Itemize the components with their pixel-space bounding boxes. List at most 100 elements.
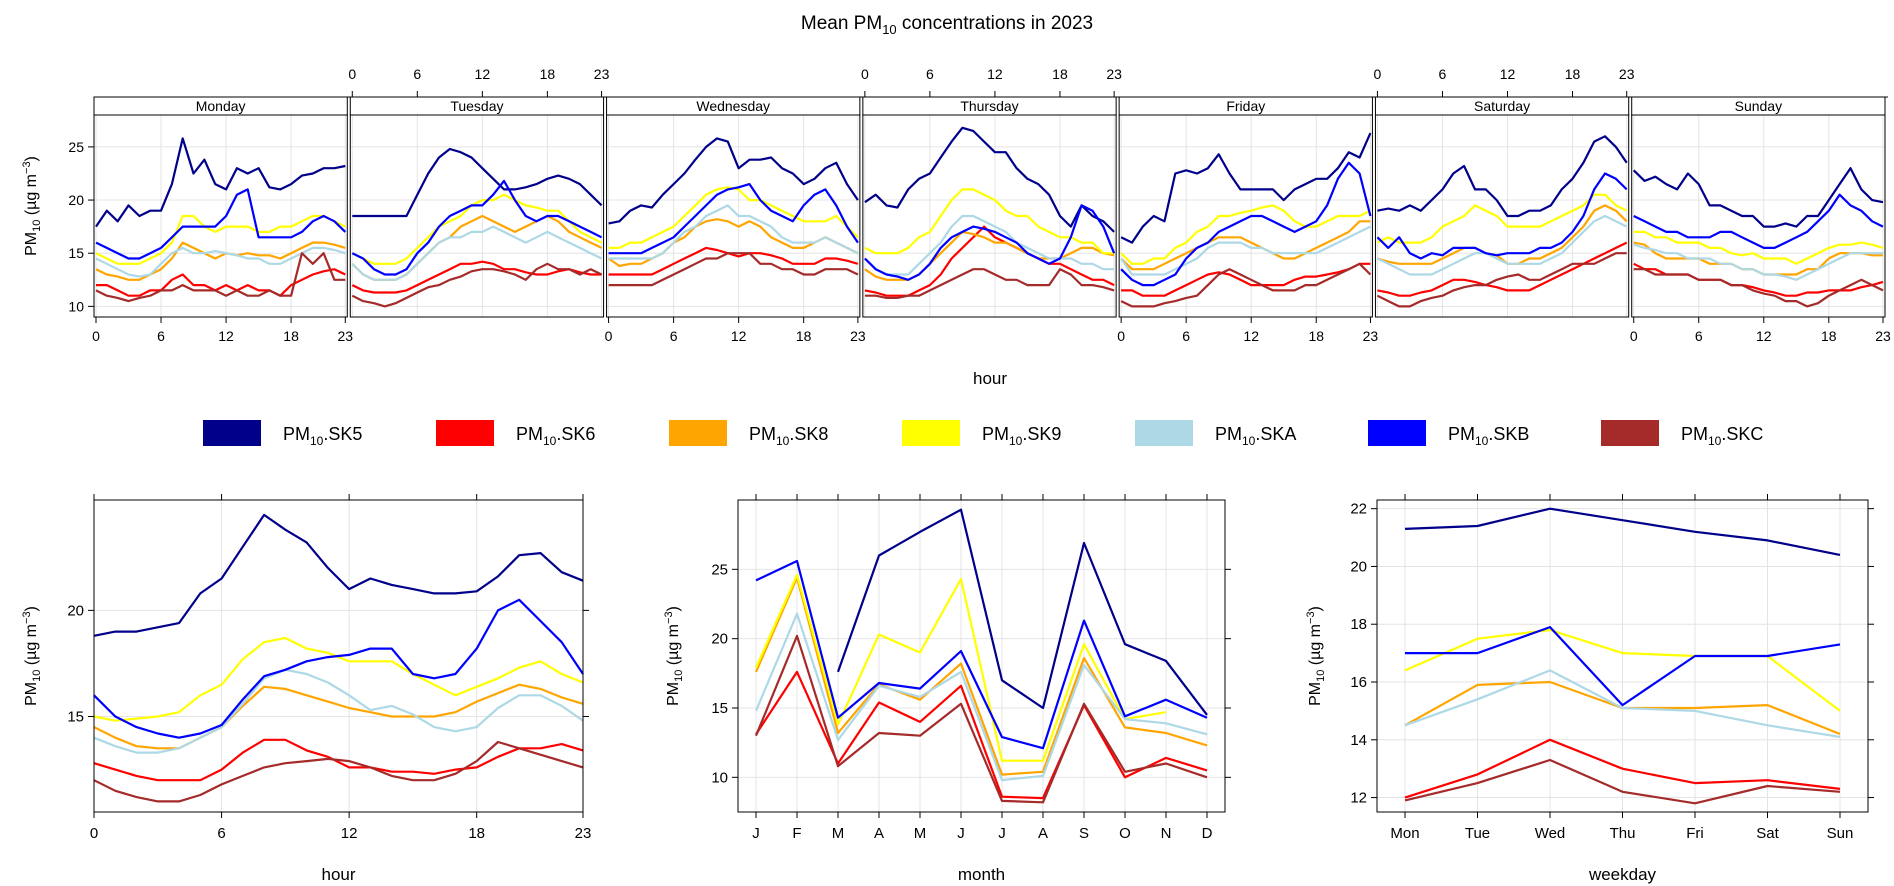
series-line-pm10-skb: [94, 600, 583, 738]
chart-title: Mean PM10 concentrations in 2023: [801, 13, 1093, 37]
panel-frame: [1119, 115, 1372, 317]
x-tick-label: 0: [90, 825, 98, 842]
series-line-pm10-sk6: [96, 269, 345, 296]
x-tick-label: 6: [670, 328, 678, 344]
series-line-pm10-sk8: [96, 243, 345, 280]
x-tick-label: 12: [1756, 328, 1772, 344]
x-tick-label: 18: [283, 328, 299, 344]
panel-label: Tuesday: [450, 98, 503, 114]
x-tick-label: 23: [1875, 328, 1891, 344]
x-tick-label: 6: [1695, 328, 1703, 344]
legend-label: PM10.SK9: [982, 424, 1061, 448]
y-tick-label: 20: [711, 631, 728, 648]
x-tick-label: Sat: [1756, 825, 1779, 842]
legend-label: PM10.SKB: [1448, 424, 1529, 448]
legend-item-sk6: PM10.SK6: [436, 420, 595, 448]
x-axis-label: hour: [973, 369, 1007, 388]
series-line-pm10-sk6: [1121, 264, 1370, 296]
panel-monday: Monday 0 6 12 18 23: [92, 97, 353, 344]
legend-label: PM10.SK6: [516, 424, 595, 448]
x-tick-label: M: [914, 825, 927, 842]
x-tick-label: 18: [468, 825, 485, 842]
legend: PM10.SK5 PM10.SK6 PM10.SK8 PM10.SK9 PM10.SKA…: [203, 420, 1763, 448]
panel-label: Saturday: [1474, 98, 1530, 114]
x-tick-label: 18: [1565, 66, 1581, 82]
legend-label: PM10.SK8: [749, 424, 828, 448]
panel-label: Friday: [1226, 98, 1265, 114]
y-tick-label: 18: [1350, 616, 1367, 633]
x-tick-label: S: [1079, 825, 1089, 842]
series-line-pm10-sk9: [94, 638, 583, 721]
legend-swatch: [1368, 420, 1426, 446]
x-tick-label: 6: [157, 328, 165, 344]
legend-item-ska: PM10.SKA: [1135, 420, 1296, 448]
legend-swatch: [902, 420, 960, 446]
legend-label: PM10.SKC: [1681, 424, 1763, 448]
x-tick-label: Fri: [1686, 825, 1704, 842]
x-tick-label: Wed: [1535, 825, 1566, 842]
panel-label: Sunday: [1735, 98, 1782, 114]
legend-label: PM10.SK5: [283, 424, 362, 448]
panel-thursday: Thursday 0 6 12 18 23: [861, 66, 1122, 317]
series-line-pm10-sk9: [1121, 205, 1370, 263]
series-line-pm10-sk5: [96, 138, 345, 226]
y-axis-label: PM10 (µg m−3): [21, 606, 43, 706]
x-tick-label: 0: [1117, 328, 1125, 344]
y-tick-label: 15: [67, 708, 84, 725]
series-line-pm10-sk8: [1634, 243, 1883, 275]
x-tick-label: 12: [218, 328, 234, 344]
series-line-pm10-sk6: [756, 672, 1207, 798]
x-tick-label: 23: [1363, 328, 1379, 344]
x-tick-label: 23: [850, 328, 866, 344]
series-line-pm10-ska: [865, 216, 1114, 275]
x-tick-label: A: [874, 825, 884, 842]
x-tick-label: 12: [341, 825, 358, 842]
x-tick-label: 18: [1821, 328, 1837, 344]
x-axis-label: hour: [321, 865, 355, 884]
series-line-pm10-skb: [865, 205, 1114, 279]
x-tick-label: 23: [1106, 66, 1122, 82]
day-hour-panels: Monday 0 6 12 18 23 Tuesday 0 6 12 18 23 Wednesday 0 6…: [21, 66, 1891, 388]
y-tick-label: 12: [1350, 790, 1367, 807]
legend-item-skb: PM10.SKB: [1368, 420, 1529, 448]
x-tick-label: 0: [1630, 328, 1638, 344]
x-tick-label: 12: [1500, 66, 1516, 82]
x-tick-label: 23: [1619, 66, 1635, 82]
series-line-pm10-skc: [1121, 264, 1370, 307]
x-tick-label: A: [1038, 825, 1048, 842]
x-tick-label: 12: [731, 328, 747, 344]
series-line-pm10-sk6: [1377, 243, 1626, 296]
series-line-pm10-ska: [1377, 216, 1626, 275]
x-tick-label: 18: [1308, 328, 1324, 344]
x-tick-label: 12: [475, 66, 491, 82]
month-chart: J F M A M J J A S O N D 10 15 20 25 PM10 (µg m−3) month: [663, 494, 1231, 884]
y-axis-label: PM10 (µg m−3): [1305, 606, 1327, 706]
x-axis-label: month: [958, 865, 1005, 884]
x-tick-label: 0: [1374, 66, 1382, 82]
y-axis-label: PM10 (µg m−3): [21, 156, 43, 256]
x-tick-label: 23: [594, 66, 610, 82]
panel-sunday: Sunday 0 6 12 18 23: [1630, 97, 1891, 344]
legend-item-sk9: PM10.SK9: [902, 420, 1061, 448]
y-tick-label: 22: [1350, 501, 1367, 518]
series-line-pm10-ska: [94, 670, 583, 753]
x-tick-label: N: [1161, 825, 1172, 842]
legend-swatch: [669, 420, 727, 446]
x-tick-label: D: [1202, 825, 1213, 842]
x-tick-label: F: [792, 825, 801, 842]
legend-swatch: [1601, 420, 1659, 446]
x-tick-label: 23: [575, 825, 592, 842]
y-tick-label: 20: [67, 602, 84, 619]
legend-swatch: [203, 420, 261, 446]
x-tick-label: 6: [1182, 328, 1190, 344]
legend-item-skc: PM10.SKC: [1601, 420, 1763, 448]
panel-tuesday: Tuesday0 6 12 18 23: [348, 66, 609, 317]
x-axis-label: weekday: [1588, 865, 1657, 884]
x-tick-label: 0: [92, 328, 100, 344]
series-line-pm10-skb: [609, 184, 858, 253]
legend-swatch: [436, 420, 494, 446]
y-tick-label: 20: [1350, 558, 1367, 575]
x-tick-label: 18: [540, 66, 556, 82]
x-tick-label: 12: [1243, 328, 1259, 344]
